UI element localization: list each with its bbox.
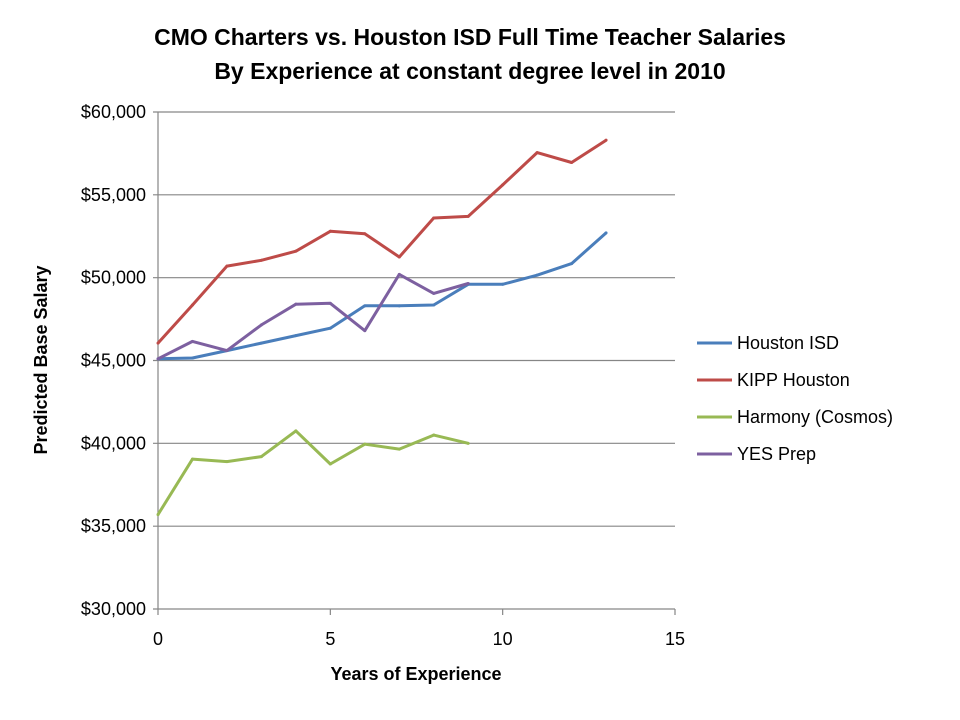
data-point: [466, 441, 470, 445]
legend-entry: Harmony (Cosmos): [737, 407, 893, 427]
data-point: [190, 457, 194, 461]
data-point: [363, 329, 367, 333]
data-point: [190, 356, 194, 360]
y-axis-label: Predicted Base Salary: [31, 265, 51, 454]
data-point: [397, 255, 401, 259]
data-point: [328, 301, 332, 305]
y-tick-label: $50,000: [81, 268, 146, 288]
data-point: [466, 214, 470, 218]
x-axis-label: Years of Experience: [330, 664, 501, 684]
data-point: [328, 326, 332, 330]
data-point: [190, 303, 194, 307]
series-line-kipp-houston: [156, 138, 607, 345]
data-point: [190, 339, 194, 343]
series-line-harmony-cosmos-: [156, 429, 469, 516]
data-point: [328, 462, 332, 466]
data-point: [156, 341, 160, 345]
data-point: [225, 349, 229, 353]
data-point: [466, 281, 470, 285]
data-point: [156, 513, 160, 517]
y-tick-label: $30,000: [81, 599, 146, 619]
data-point: [294, 249, 298, 253]
chart-subtitle: By Experience at constant degree level i…: [214, 58, 726, 84]
data-point: [259, 258, 263, 262]
data-point: [363, 442, 367, 446]
chart-title: CMO Charters vs. Houston ISD Full Time T…: [154, 24, 786, 50]
data-point: [156, 357, 160, 361]
y-tick-label: $45,000: [81, 351, 146, 371]
data-point: [397, 272, 401, 276]
data-point: [294, 334, 298, 338]
data-point: [432, 291, 436, 295]
data-point: [432, 303, 436, 307]
x-tick-label: 5: [325, 629, 335, 649]
series-line-yes-prep: [157, 272, 469, 361]
y-tick-label: $40,000: [81, 433, 146, 453]
data-point: [397, 304, 401, 308]
data-point: [363, 304, 367, 308]
y-tick-label: $35,000: [81, 516, 146, 536]
x-tick-label: 0: [153, 629, 163, 649]
data-point: [225, 460, 229, 464]
data-point: [294, 429, 298, 433]
data-point: [535, 151, 539, 155]
data-point: [225, 264, 229, 268]
data-point: [397, 447, 401, 451]
data-point: [259, 455, 263, 459]
legend-entry: YES Prep: [737, 444, 816, 464]
data-point: [501, 282, 505, 286]
data-point: [535, 273, 539, 277]
data-point: [259, 341, 263, 345]
data-point: [432, 433, 436, 437]
data-point: [328, 229, 332, 233]
y-tick-label: $55,000: [81, 185, 146, 205]
series-line-houston-isd: [157, 231, 608, 361]
data-point: [604, 231, 608, 235]
x-tick-label: 10: [493, 629, 513, 649]
data-point: [570, 161, 574, 165]
data-point: [501, 183, 505, 187]
y-tick-label: $60,000: [81, 102, 146, 122]
legend-entry: Houston ISD: [737, 333, 839, 353]
data-point: [294, 302, 298, 306]
data-point: [363, 232, 367, 236]
data-point: [604, 138, 608, 142]
data-point: [570, 262, 574, 266]
data-point: [259, 323, 263, 327]
x-tick-label: 15: [665, 629, 685, 649]
data-point: [432, 216, 436, 220]
legend-entry: KIPP Houston: [737, 370, 850, 390]
